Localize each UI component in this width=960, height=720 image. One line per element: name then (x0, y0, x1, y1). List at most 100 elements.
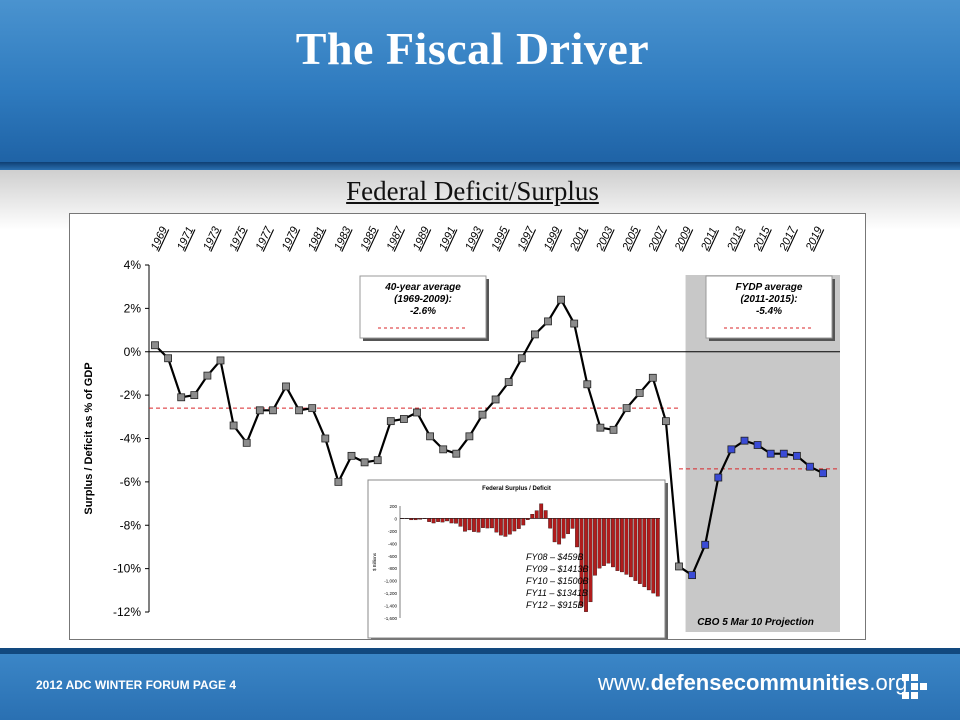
deficit-data-point (622, 404, 631, 413)
inset-bar (588, 518, 593, 603)
inset-bar (472, 518, 476, 532)
x-tick-label: 1971 (175, 225, 196, 252)
x-tick-label: 1999 (542, 225, 563, 252)
deficit-data-point (255, 406, 264, 415)
footer-website-suffix: .org (869, 670, 908, 695)
inset-bar (642, 518, 647, 588)
deficit-data-point (648, 373, 657, 382)
x-tick-label: 2015 (751, 224, 773, 253)
inset-bar (512, 518, 517, 532)
annotation-text: FYDP average (736, 282, 803, 293)
inset-bar (490, 518, 494, 529)
deficit-data-point (504, 378, 513, 387)
inset-bar (552, 518, 557, 543)
footer-website-prefix: www. (598, 670, 651, 695)
inset-bar (436, 518, 440, 522)
annotation-text: (2011-2015): (740, 294, 797, 305)
footer-website[interactable]: www.defensecommunities.org (598, 670, 907, 696)
inset-y-tick-label: -1,000 (384, 579, 397, 584)
footer-band (0, 654, 960, 720)
inset-bar (445, 518, 449, 522)
x-tick-label: 2019 (803, 225, 825, 253)
inset-bar (543, 510, 548, 519)
deficit-data-point (465, 432, 474, 441)
inset-bar (624, 518, 629, 575)
inset-y-tick-label: -1,600 (384, 616, 397, 621)
deficit-data-point (308, 404, 317, 413)
header-stripe (0, 162, 960, 170)
x-tick-label: 2009 (672, 225, 694, 253)
inset-bar (521, 518, 526, 526)
inset-bar (611, 518, 615, 568)
x-tick-label: 1981 (306, 225, 327, 252)
inset-bar (458, 518, 463, 527)
inset-bar (507, 518, 512, 535)
inset-bar (418, 518, 423, 520)
deficit-data-point (793, 451, 801, 460)
y-tick-label: 2% (124, 301, 142, 315)
inset-bar (584, 518, 588, 612)
inset-bar (463, 518, 467, 532)
deficit-data-point (321, 434, 330, 443)
deficit-data-point (151, 341, 159, 350)
inset-bar (651, 518, 656, 594)
deficit-data-point (570, 319, 579, 328)
annotation-text: (1969-2009): (394, 294, 452, 305)
y-tick-label: 4% (124, 258, 142, 272)
inset-bar (539, 503, 544, 519)
inset-bar (561, 518, 566, 539)
footer-stripe (0, 648, 960, 654)
inset-bar (548, 518, 553, 529)
x-tick-label: 1975 (227, 224, 249, 252)
deficit-data-point (203, 371, 212, 380)
inset-bar (431, 518, 436, 524)
deficit-data-point (242, 438, 251, 447)
deficit-line-chart: CBO 5 Mar 10 Projection 4% 2% 0% -2% -4% -6% -8… (83, 224, 840, 641)
inset-bar (494, 518, 499, 533)
x-tick-label: 1973 (201, 224, 223, 252)
x-tick-label: 1977 (254, 224, 276, 252)
inset-y-tick-label: -1,200 (384, 591, 397, 596)
inset-bar (449, 518, 454, 524)
inset-bar (655, 518, 660, 597)
inset-y-tick-label: -1,400 (384, 604, 397, 609)
deficit-data-point (347, 451, 356, 460)
deficit-data-point (164, 354, 172, 363)
inset-bar (646, 518, 651, 591)
deficit-data-point (806, 462, 814, 471)
deficit-data-point (295, 406, 304, 415)
x-tick-label: 2013 (725, 224, 747, 253)
x-tick-label: 2011 (699, 226, 720, 253)
inset-bar (467, 518, 472, 531)
x-tick-label: 1993 (463, 224, 485, 252)
y-tick-label: -12% (113, 605, 141, 619)
deficit-data-point (635, 389, 644, 397)
x-tick-label: 1997 (516, 224, 538, 252)
inset-bar (427, 518, 432, 522)
inset-bar (579, 518, 584, 607)
x-tick-label: 1989 (411, 225, 432, 252)
deficit-data-point (399, 415, 408, 423)
deficit-data-point (766, 449, 775, 458)
x-tick-label: 1991 (437, 225, 458, 252)
inset-frame (367, 479, 666, 639)
annotation-text: -2.6% (410, 306, 436, 317)
deficit-data-point (701, 540, 710, 549)
inset-bar (454, 518, 458, 524)
inset-bar (534, 510, 539, 519)
y-tick-label: -8% (120, 518, 142, 532)
inset-y-tick-label: -400 (388, 541, 398, 546)
deficit-data-point (727, 445, 736, 454)
inset-bar (575, 518, 579, 548)
inset-bar (637, 518, 642, 584)
deficit-data-point (413, 408, 421, 417)
inset-bar (409, 518, 414, 521)
inset-bar (481, 518, 485, 528)
deficit-data-point (819, 469, 827, 478)
inset-y-tick-label: -600 (388, 554, 398, 559)
inset-bar (620, 518, 624, 573)
inset-bar (615, 518, 620, 571)
deficit-data-point (530, 330, 539, 339)
deficit-data-point (268, 406, 277, 415)
inset-bar (440, 518, 445, 523)
